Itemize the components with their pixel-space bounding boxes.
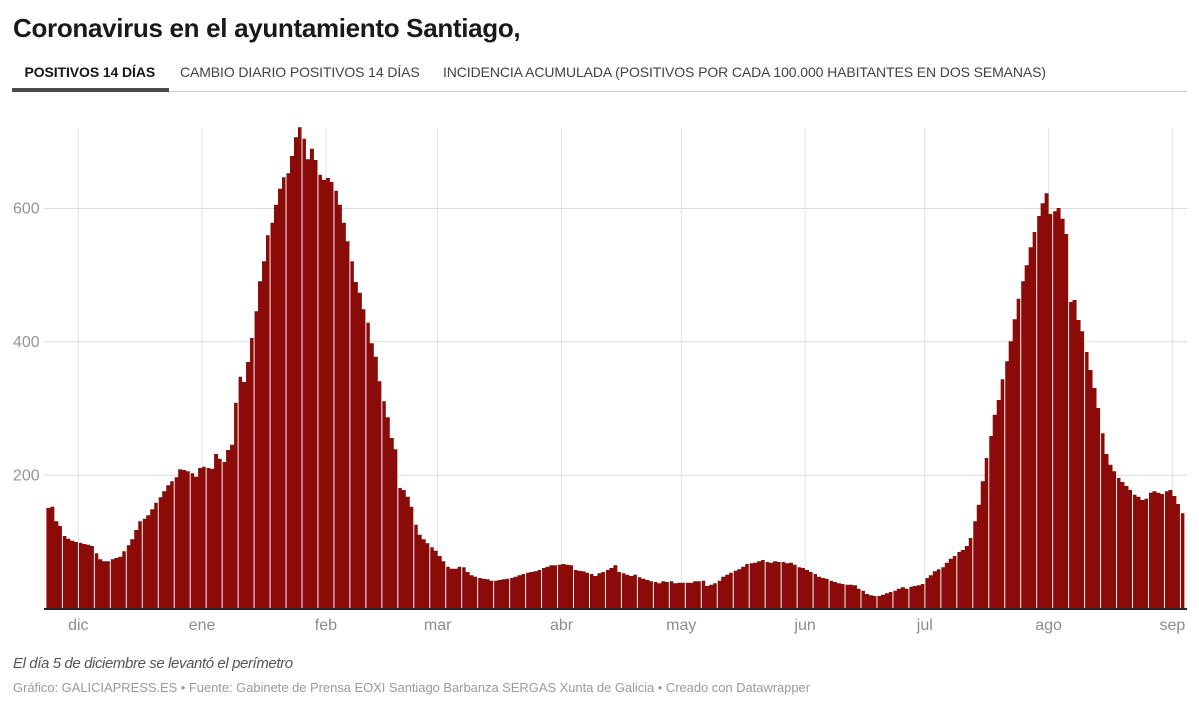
svg-text:ago: ago (1035, 617, 1062, 634)
svg-text:jul: jul (916, 617, 933, 634)
svg-text:sep: sep (1160, 617, 1186, 634)
svg-text:600: 600 (13, 201, 40, 218)
svg-text:mar: mar (424, 617, 452, 634)
svg-text:200: 200 (13, 468, 40, 485)
svg-text:400: 400 (13, 334, 40, 351)
svg-text:abr: abr (550, 617, 574, 634)
svg-text:may: may (666, 617, 696, 634)
svg-text:feb: feb (315, 617, 337, 634)
svg-text:dic: dic (68, 617, 88, 634)
svg-text:jun: jun (793, 617, 815, 634)
svg-text:ene: ene (189, 617, 216, 634)
